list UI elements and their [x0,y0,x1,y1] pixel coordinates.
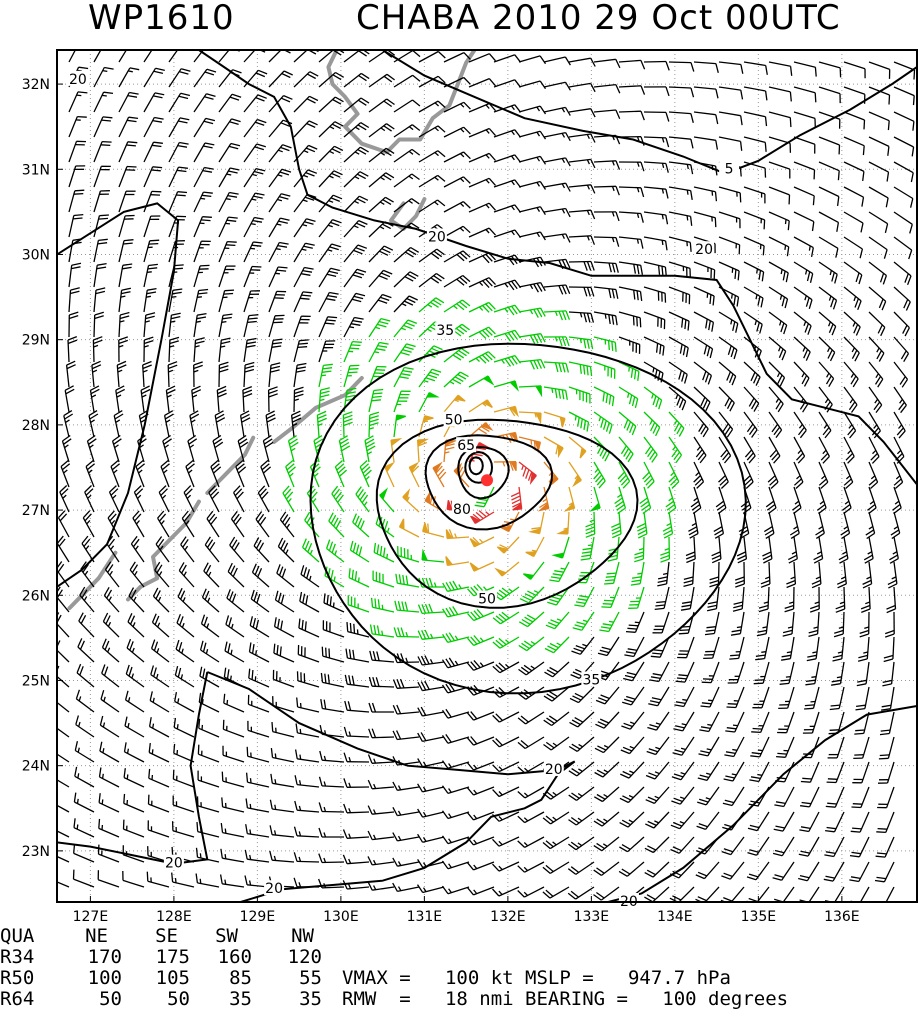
table-cell: 35 [262,989,322,1010]
table-row-label: R50 [0,968,34,989]
y-tick-label: 24N [22,759,50,775]
table-row-label: R34 [0,947,34,968]
table-cell: 35 [192,989,252,1010]
contour-label: 65 [457,438,475,454]
y-tick-label: 26N [22,588,50,604]
rmw-bearing-line: RMW = 18 nmi BEARING = 100 degrees [342,989,788,1010]
table-header-nw: NW [254,926,314,947]
x-tick-label: 131E [407,909,443,925]
contour-label: 5 [725,161,734,177]
x-tick-label: 128E [156,909,192,925]
storm-center-dot [481,474,493,486]
contour-label: 20 [165,856,183,872]
x-tick-label: 132E [490,909,526,925]
table-cell: 50 [62,989,122,1010]
table-cell: 50 [130,989,190,1010]
contour-label: 20 [545,762,563,778]
table-header-ne: NE [48,926,108,947]
table-row-label: R64 [0,989,34,1010]
table-header-se: SE [118,926,178,947]
y-tick-label: 30N [22,247,50,263]
contour-label: 20 [695,242,713,258]
x-tick-label: 130E [323,909,359,925]
x-tick-label: 134E [657,909,693,925]
contour-label: 35 [436,323,454,339]
x-tick-label: 135E [741,909,777,925]
table-cell: 170 [62,947,122,968]
table-header-sw: SW [178,926,238,947]
contour-label: 20 [428,229,446,245]
table-header-qua: QUA [0,926,34,947]
contour-label: 20 [265,881,283,897]
x-tick-label: 133E [574,909,610,925]
table-cell: 85 [192,968,252,989]
y-tick-label: 25N [22,673,50,689]
table-cell: 105 [130,968,190,989]
vmax-mslp-line: VMAX = 100 kt MSLP = 947.7 hPa [342,968,731,989]
wind-radii-table: QUA NE SE SW NW R34 170 175 160 120 R50 … [0,926,340,1016]
contour-label: 20 [69,72,87,88]
x-tick-label: 127E [73,909,109,925]
y-tick-label: 31N [22,162,50,178]
x-tick-label: 136E [824,909,860,925]
table-cell: 55 [262,968,322,989]
y-tick-label: 28N [22,418,50,434]
y-tick-label: 23N [22,844,50,860]
table-cell: 160 [192,947,252,968]
y-tick-label: 32N [22,77,50,93]
x-tick-label: 129E [240,909,276,925]
storm-center-marker [481,474,493,486]
table-cell: 120 [262,947,322,968]
y-tick-label: 29N [22,333,50,349]
contour-label: 50 [445,413,463,429]
contour-label: 80 [453,502,471,518]
contour-label: 35 [582,672,600,688]
y-tick-label: 27N [22,503,50,519]
table-cell: 100 [62,968,122,989]
table-cell: 175 [130,947,190,968]
contour-label: 50 [478,592,496,608]
